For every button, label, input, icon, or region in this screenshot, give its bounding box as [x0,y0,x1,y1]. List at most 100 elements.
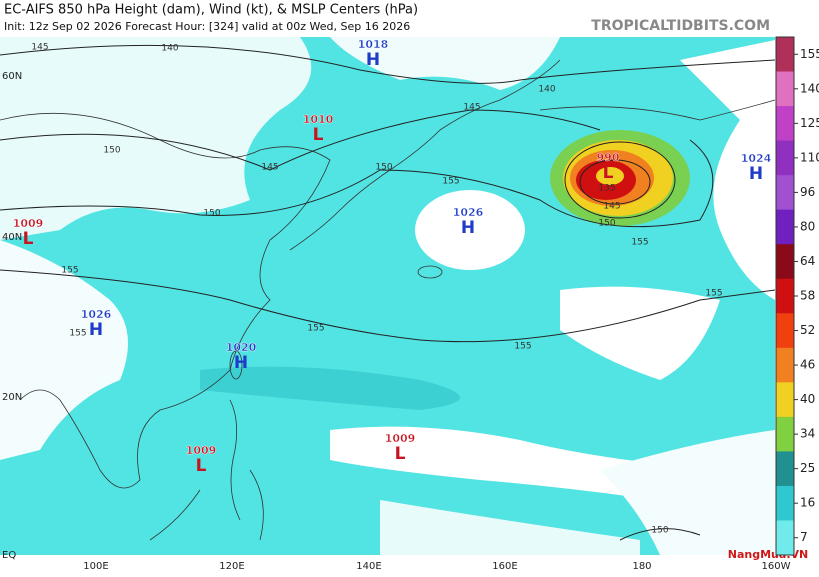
lat-label: 40N [2,232,22,243]
center-pressure: 1009 [186,444,217,457]
calm-area [560,286,720,380]
contour-label: 150 [103,146,120,156]
contour-label: 150 [651,526,668,536]
coastlines [0,59,776,541]
center-symbol: H [89,320,103,340]
colorbar-segment [776,37,794,73]
calm-area [330,37,560,90]
center-symbol: L [603,163,614,183]
colorbar-segment [776,244,794,280]
lon-label: 160E [492,561,517,572]
contour-label: 155 [307,324,324,334]
colorbar-label: 16 [800,496,815,510]
calm-area [0,37,312,240]
colorbar-label: 7 [800,530,808,544]
contour-label: 155 [705,289,722,299]
colorbar-segment [776,313,794,349]
contour-label: 150 [598,219,615,229]
cyclone-eye [596,167,624,185]
center-pressure: 1018 [358,38,389,51]
lon-label: 120E [219,561,244,572]
colorbar-label: 34 [800,427,815,441]
colorbar-frame [775,36,795,556]
lat-label: EQ [2,550,16,561]
center-pressure: 1009 [13,217,44,230]
contour-label: 155 [631,238,648,248]
subtitle: Init: 12z Sep 02 2026 Forecast Hour: [32… [4,20,410,33]
contour-label: 155 [61,266,78,276]
calm-area [600,430,775,555]
map-area [0,37,776,555]
contour-label: 150 [375,163,392,173]
contour-label: 155 [442,177,459,187]
contour-label: 145 [261,163,278,173]
center-symbol: H [366,50,380,70]
colorbar-segment [776,451,794,487]
colorbar-segment [776,347,794,383]
watermark: TROPICALTIDBITS.COM [591,18,770,34]
contour-label: 145 [463,103,480,113]
colorbar-segment [776,520,794,556]
center-pressure: 1026 [453,206,484,219]
colorbar-label: 40 [800,392,815,406]
calm-area [680,40,775,300]
title: EC-AIFS 850 hPa Height (dam), Wind (kt),… [4,3,418,18]
colorbar-segment [776,209,794,245]
lon-label: 160W [762,561,791,572]
calm-area [0,240,128,460]
colorbar-segment [776,140,794,176]
colorbar-label: 25 [800,461,815,475]
colorbar-segment [776,382,794,418]
colorbar-label: 125 [800,116,819,130]
lat-label: 60N [2,71,22,82]
colorbar-label: 64 [800,254,815,268]
colorbar-label: 58 [800,289,815,303]
colorbar-label: 80 [800,219,815,233]
colorbar-label: 140 [800,81,819,95]
colorbar-label: 155 [800,47,819,61]
contour-label: 140 [161,44,178,54]
colorbar-segment [776,106,794,142]
colorbar-label: 46 [800,358,815,372]
colorbar-segment [776,278,794,314]
center-symbol: L [23,229,34,249]
contour-label: 135 [598,184,615,194]
center-pressure: 990 [597,151,620,164]
header-bg [0,0,819,36]
center-pressure: 1009 [385,432,416,445]
center-pressure: 1024 [741,152,772,165]
contour-label: 145 [31,43,48,53]
contour-label: 145 [603,202,620,212]
lat-label: 20N [2,392,22,403]
colorbar-segment [776,175,794,211]
lon-label: 180 [632,561,651,572]
colorbar-segment [776,485,794,521]
contour-label: 155 [514,342,531,352]
center-symbol: L [395,444,406,464]
contour-label: 150 [203,209,220,219]
center-symbol: L [313,125,324,145]
colorbar-segment [776,416,794,452]
lon-label: 140E [356,561,381,572]
calm-area [415,190,525,270]
lon-label: 100E [83,561,108,572]
height-contours [0,44,776,541]
center-symbol: L [196,456,207,476]
contour-label: 155 [69,329,86,339]
calm-area [380,500,640,555]
center-symbol: H [234,353,248,373]
center-symbol: H [461,218,475,238]
center-symbol: H [749,164,763,184]
center-pressure: 1010 [303,113,334,126]
colorbar-label: 52 [800,323,815,337]
center-pressure: 1026 [81,308,112,321]
corner-logo: NangMua.VN [728,548,808,561]
colorbar-label: 96 [800,185,815,199]
colorbar-segment [776,71,794,107]
colorbar-label: 110 [800,150,819,164]
contour-label: 140 [538,85,555,95]
center-pressure: 1020 [226,341,257,354]
strong-wind [200,366,460,410]
